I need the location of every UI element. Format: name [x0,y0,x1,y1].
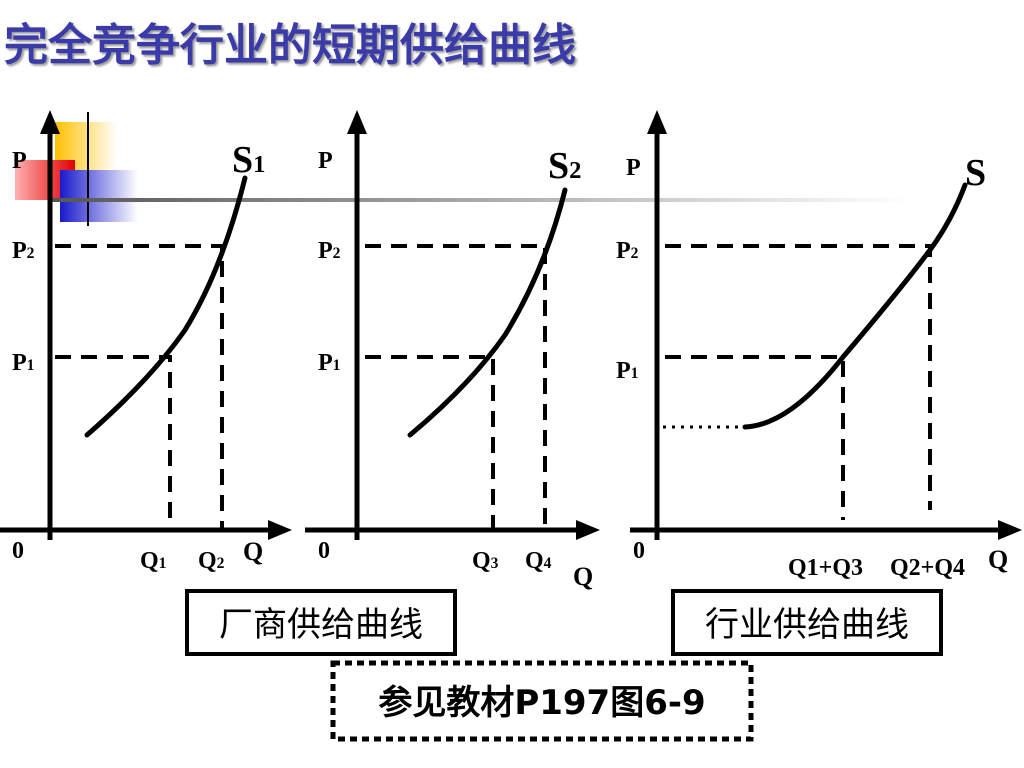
quantity-axis-label: Q [243,537,263,566]
price-level-label: P2 [12,238,35,264]
label-text: S [548,145,569,187]
price-level-label: P2 [318,238,341,264]
price-level-label: P1 [318,350,340,376]
subscript: 4 [544,555,552,572]
subscript: 2 [217,555,225,572]
subscript: 1 [27,357,35,374]
label-text: P [616,358,631,384]
subscript: 1 [631,365,639,382]
price-axis-label: P [12,148,27,174]
quantity-label: Q1+Q3 [788,555,863,581]
reference-box: 参见教材P197图6-9 [330,660,754,742]
label-text: Q [525,548,544,574]
subscript: 2 [569,157,581,184]
quantity-label: Q3 [472,548,499,574]
subscript: 1 [253,151,265,178]
quantity-label: Q2+Q4 [890,555,965,581]
subscript: 2 [333,245,341,262]
label-text: P [616,238,631,264]
label-text: Q [198,548,217,574]
price-level-label: P2 [616,238,639,264]
origin-label: 0 [12,538,24,564]
price-axis-label: P [318,148,333,174]
label-text: Q1+Q3 [788,555,863,581]
panel-2-graph [305,110,600,540]
price-axis-label: P [626,155,641,181]
panel-1-graph [0,110,292,540]
label-text: Q [472,548,491,574]
label-text: P [318,238,333,264]
subscript: 1 [333,357,341,374]
subscript: 2 [27,245,35,262]
price-level-label: P1 [616,358,638,384]
curve-label: S2 [548,145,581,187]
caption: 厂商供给曲线 [219,605,423,645]
subscript: 2 [631,245,639,262]
label-text: Q2+Q4 [890,555,965,581]
curve-label: S [965,152,986,194]
price-level-label: P1 [12,350,34,376]
label-text: S [232,139,253,181]
label-text: S [965,152,986,194]
caption-box-2: 行业供给曲线 [671,589,943,656]
quantity-label: Q2 [198,548,225,574]
origin-label: 0 [318,538,330,564]
title: 完全竞争行业的短期供给曲线 [4,20,576,71]
quantity-label: Q1 [140,548,166,574]
label-text: P [318,350,333,376]
label-text: Q [140,548,159,574]
quantity-axis-label: Q [573,562,593,591]
label-text: P [12,238,27,264]
quantity-axis-label: Q [988,545,1008,574]
reference: 参见教材P197图6-9 [378,683,705,723]
caption-box-1: 厂商供给曲线 [185,589,457,656]
decoration [15,112,910,226]
caption: 行业供给曲线 [705,605,909,645]
subscript: 3 [491,555,499,572]
subscript: 1 [159,555,167,572]
curve-label: S1 [232,139,265,181]
label-text: P [12,350,27,376]
origin-label: 0 [633,538,645,564]
quantity-label: Q4 [525,548,552,574]
panel-3-graph [630,110,1022,540]
